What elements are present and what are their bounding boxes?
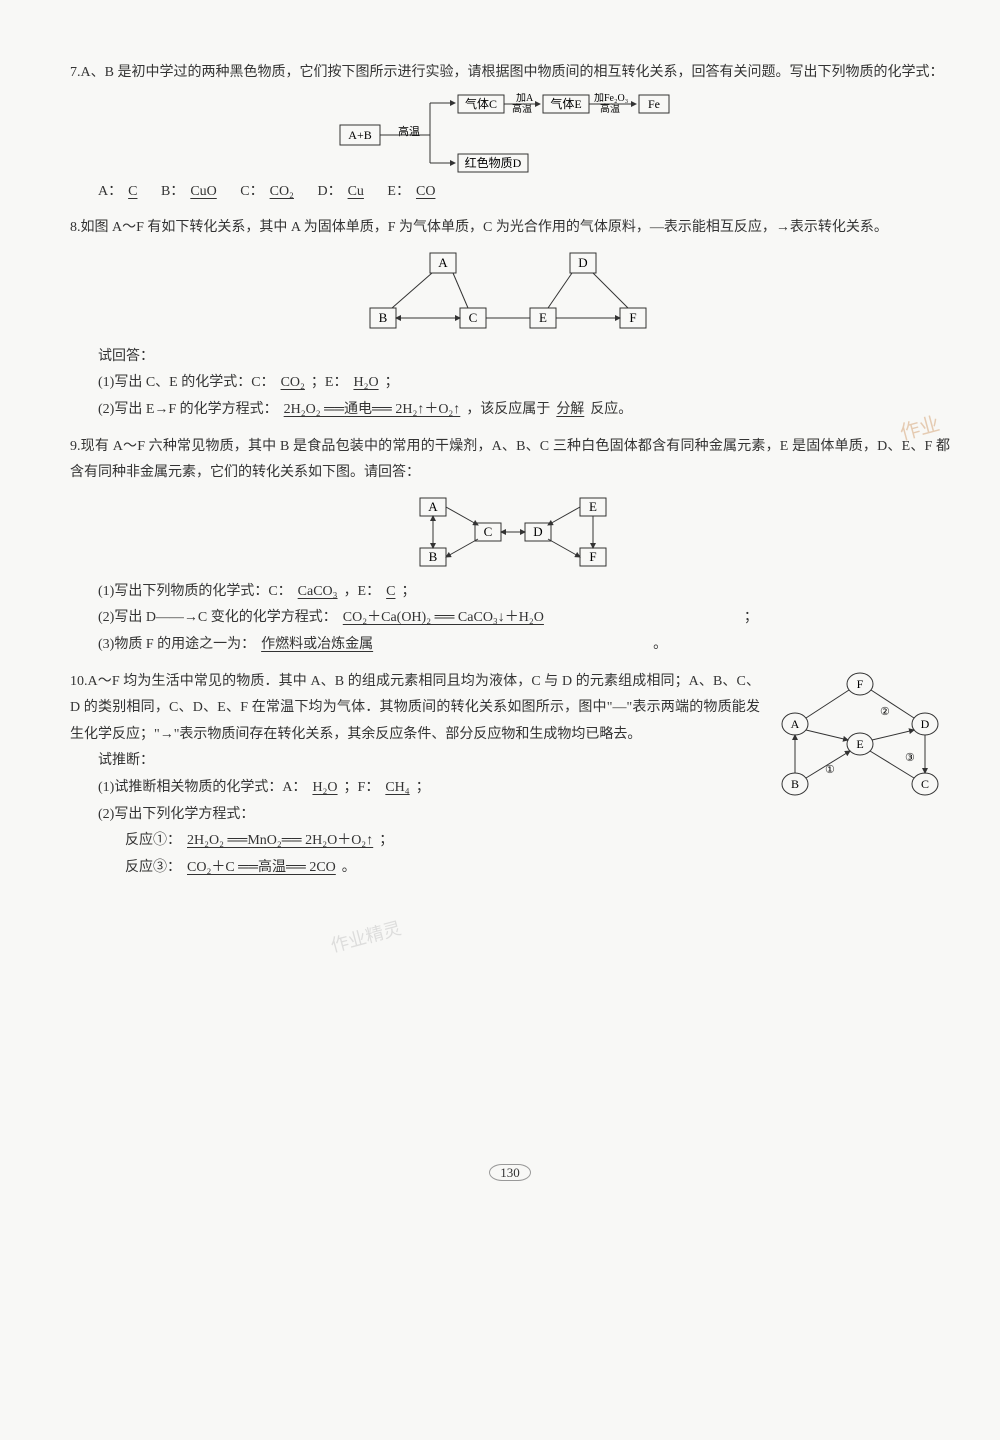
- svg-text:A: A: [791, 717, 800, 731]
- q7-ans-d: Cu: [342, 184, 370, 199]
- svg-text:C: C: [921, 777, 929, 791]
- q9-ans-use: 作燃料或冶炼金属: [255, 637, 653, 652]
- q7-text: 7.A、B 是初中学过的两种黑色物质，它们按下图所示进行实验，请根据图中物质间的…: [70, 60, 950, 87]
- q9-part2: (2)写出 D——→C 变化的化学方程式：CO₂＋Ca(OH)₂ ══ CaCO…: [70, 605, 950, 632]
- svg-text:气体E: 气体E: [550, 96, 581, 111]
- question-8: 8.如图 A～F 有如下转化关系，其中 A 为固体单质，F 为气体单质，C 为光…: [70, 215, 950, 423]
- q9-ans-e: C: [380, 584, 401, 599]
- svg-text:红色物质D: 红色物质D: [465, 155, 522, 170]
- question-10: F A D E B C ① ② ③ 10.A～F 均为生活中常见的物质．其中 A…: [70, 669, 950, 882]
- q8-ans-eq: 2H₂O₂ ══通电══ 2H₂↑＋O₂↑: [278, 402, 467, 417]
- q8-text: 8.如图 A～F 有如下转化关系，其中 A 为固体单质，F 为气体单质，C 为光…: [70, 215, 950, 242]
- svg-text:气体C: 气体C: [465, 96, 497, 111]
- q8-diagram: A D B C E F: [70, 248, 950, 338]
- svg-text:E: E: [539, 310, 547, 325]
- q8-part2: (2)写出 E→F 的化学方程式：2H₂O₂ ══通电══ 2H₂↑＋O₂↑，该…: [70, 397, 950, 424]
- q9-text: 9.现有 A～F 六种常见物质，其中 B 是食品包装中的常用的干燥剂，A、B、C…: [70, 434, 950, 487]
- svg-text:A: A: [428, 499, 438, 514]
- svg-text:A+B: A+B: [348, 128, 371, 142]
- svg-text:C: C: [469, 310, 478, 325]
- q7-ans-a: C: [122, 184, 143, 199]
- svg-text:A: A: [438, 255, 448, 270]
- q8-prompt: 试回答：: [70, 344, 950, 371]
- q7-diagram: A+B 高温 气体C 加A 高温 气体E 加Fe₂O₃ 高温 Fe 红色物质D: [70, 93, 950, 173]
- watermark-decoration: 作业精灵: [327, 911, 405, 963]
- q7-ans-e: CO: [410, 184, 441, 199]
- svg-text:F: F: [589, 549, 596, 564]
- svg-text:加A: 加A: [516, 93, 534, 104]
- q9-part1: (1)写出下列物质的化学式：C：CaCO₃，E：C；: [70, 579, 950, 606]
- svg-text:E: E: [856, 737, 863, 751]
- svg-text:Fe: Fe: [648, 97, 660, 111]
- svg-text:D: D: [578, 255, 587, 270]
- q8-ans-e: H₂O: [347, 375, 384, 390]
- q7-ans-c: CO₂: [264, 184, 300, 199]
- svg-text:B: B: [791, 777, 799, 791]
- q8-ans-c: CO₂: [275, 375, 311, 390]
- q10-ans-r1: 2H₂O₂ ══MnO₂══ 2H₂O＋O₂↑: [181, 833, 379, 848]
- q9-diagram: A B C D E F: [70, 493, 950, 573]
- q10-reaction3: 反应③：CO₂＋C ══高温══ 2CO。: [70, 855, 950, 882]
- svg-text:加Fe₂O₃: 加Fe₂O₃: [594, 93, 628, 104]
- q9-ans-eq: CO₂＋Ca(OH)₂ ══ CaCO₃↓＋H₂O: [337, 610, 744, 625]
- svg-text:B: B: [379, 310, 388, 325]
- svg-text:B: B: [429, 549, 438, 564]
- q7-answers: A：C B：CuO C：CO₂ D：Cu E：CO: [70, 179, 950, 206]
- q7-ans-b: CuO: [184, 184, 222, 199]
- q10-ans-f: CH₄: [379, 780, 415, 795]
- svg-text:D: D: [921, 717, 930, 731]
- question-7: 7.A、B 是初中学过的两种黑色物质，它们按下图所示进行实验，请根据图中物质间的…: [70, 60, 950, 205]
- q9-part3: (3)物质 F 的用途之一为：作燃料或冶炼金属。: [70, 632, 950, 659]
- q9-ans-c: CaCO₃: [292, 584, 344, 599]
- q10-reaction1: 反应①：2H₂O₂ ══MnO₂══ 2H₂O＋O₂↑；: [70, 828, 950, 855]
- svg-text:②: ②: [880, 706, 890, 718]
- svg-text:D: D: [533, 524, 542, 539]
- svg-text:F: F: [629, 310, 636, 325]
- q8-part1: (1)写出 C、E 的化学式：C：CO₂；E：H₂O；: [70, 370, 950, 397]
- svg-text:③: ③: [905, 752, 915, 764]
- q8-ans-type: 分解: [550, 402, 590, 417]
- svg-text:F: F: [857, 677, 864, 691]
- page-number: 130: [70, 1161, 950, 1186]
- svg-text:E: E: [589, 499, 597, 514]
- question-9: 9.现有 A～F 六种常见物质，其中 B 是食品包装中的常用的干燥剂，A、B、C…: [70, 434, 950, 659]
- q10-ans-a: H₂O: [306, 780, 343, 795]
- q10-diagram: F A D E B C ① ② ③: [770, 669, 950, 809]
- svg-text:高温: 高温: [398, 124, 420, 138]
- svg-text:C: C: [484, 524, 493, 539]
- q10-ans-r3: CO₂＋C ══高温══ 2CO: [181, 860, 342, 875]
- svg-text:①: ①: [825, 764, 835, 776]
